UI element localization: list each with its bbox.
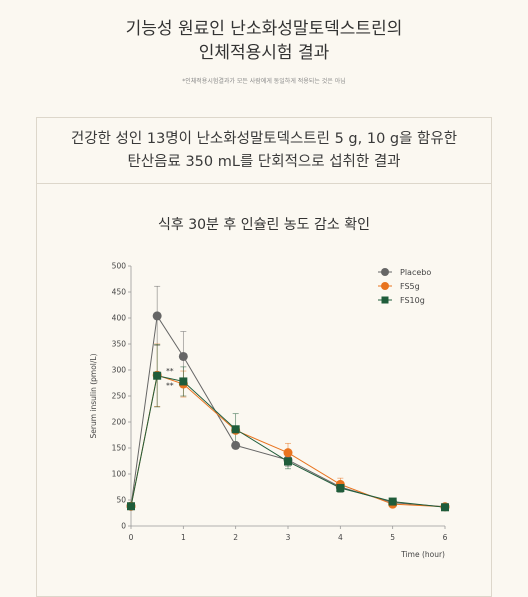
- result-card: 건강한 성인 13명이 난소화성말토덱스트린 5 g, 10 g을 함유한 탄산…: [36, 117, 492, 597]
- data-point-FS5g: [283, 448, 293, 458]
- y-tick-label: 350: [112, 340, 127, 349]
- y-axis-label: Serum insulin (pmol/L): [89, 353, 98, 438]
- legend-label-FS10g: FS10g: [400, 296, 425, 305]
- data-point-FS10g: [153, 371, 162, 380]
- data-point-FS10g: [284, 457, 292, 466]
- y-tick-label: 300: [112, 366, 127, 375]
- page-title-line1: 기능성 원료인 난소화성말토덱스트린의: [125, 19, 403, 39]
- y-tick-label: 150: [112, 444, 127, 453]
- x-tick-label: 6: [443, 533, 448, 542]
- legend-label-Placebo: Placebo: [400, 268, 431, 277]
- data-point-FS10g: [388, 497, 397, 506]
- x-tick-label: 1: [181, 533, 186, 542]
- x-axis-label: Time (hour): [400, 550, 445, 559]
- data-point-Placebo: [152, 311, 162, 321]
- data-point-Placebo: [178, 351, 188, 361]
- disclaimer-note: *인체적용시험결과가 모든 사람에게 동일하게 적용되는 것은 아님: [182, 78, 346, 85]
- x-tick-label: 0: [129, 533, 134, 542]
- data-point-FS10g: [231, 425, 240, 434]
- insulin-line-chart: 0 50 100 150 200 250 300 350 400 450 500 0 1 2 3 4 5 6 Tim…: [89, 262, 450, 559]
- data-point-FS10g: [336, 484, 345, 493]
- y-tick-label: 200: [112, 418, 127, 427]
- y-tick-label: 400: [112, 314, 127, 323]
- x-tick-label: 5: [390, 533, 395, 542]
- card-subtitle: 건강한 성인 13명이 난소화성말토덱스트린 5 g, 10 g을 함유한 탄산…: [37, 118, 491, 184]
- series-line-FS5g: [130, 374, 446, 508]
- significance-marker: **: [166, 367, 174, 375]
- data-point-FS10g: [441, 503, 449, 512]
- legend-label-FS5g: FS5g: [400, 282, 420, 291]
- legend-marker-FS5g: [381, 282, 389, 290]
- y-tick-label: 0: [121, 522, 126, 531]
- series-line-Placebo: [130, 314, 446, 508]
- data-point-FS10g: [179, 377, 188, 386]
- legend-marker-FS10g: [381, 296, 389, 304]
- y-tick-label: 250: [112, 392, 127, 401]
- y-tick-label: 50: [116, 496, 126, 505]
- x-tick-label: 2: [233, 533, 238, 542]
- y-tick-label: 500: [112, 262, 127, 271]
- page-title: 기능성 원료인 난소화성말토덱스트린의 인체적용시험 결과: [0, 17, 528, 65]
- series-line-FS10g: [130, 375, 446, 508]
- x-tick-label: 3: [286, 533, 291, 542]
- y-tick-label: 100: [112, 470, 127, 479]
- card-subtitle-line2: 탄산음료 350 mL를 단회적으로 섭취한 결과: [127, 154, 401, 170]
- data-point-Placebo: [231, 440, 241, 450]
- chart-title: 식후 30분 후 인슐린 농도 감소 확인: [158, 217, 370, 233]
- card-subtitle-line1: 건강한 성인 13명이 난소화성말토덱스트린 5 g, 10 g을 함유한: [70, 131, 458, 147]
- page-title-line2: 인체적용시험 결과: [198, 43, 330, 63]
- x-tick-label: 4: [338, 533, 343, 542]
- significance-marker: **: [166, 382, 174, 390]
- y-tick-label: 450: [112, 288, 127, 297]
- data-point-FS10g: [127, 502, 135, 511]
- legend-marker-Placebo: [381, 268, 389, 276]
